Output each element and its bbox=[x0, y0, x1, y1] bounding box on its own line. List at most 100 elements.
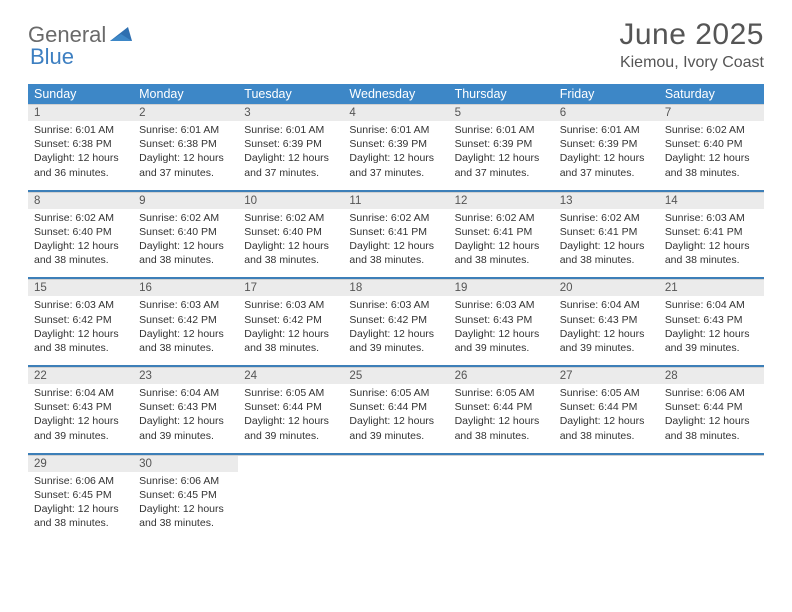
day-d1-text: Daylight: 12 hours bbox=[560, 414, 653, 428]
day-content-cell: Sunrise: 6:02 AMSunset: 6:41 PMDaylight:… bbox=[554, 209, 659, 279]
day-d2-text: and 38 minutes. bbox=[34, 341, 127, 355]
day-number-row: 2930 bbox=[28, 455, 764, 472]
day-content-cell: Sunrise: 6:04 AMSunset: 6:43 PMDaylight:… bbox=[554, 296, 659, 366]
day-content-cell: Sunrise: 6:03 AMSunset: 6:42 PMDaylight:… bbox=[343, 296, 448, 366]
day-number-cell: 28 bbox=[659, 368, 764, 385]
day-d2-text: and 36 minutes. bbox=[34, 166, 127, 180]
day-content-cell: Sunrise: 6:03 AMSunset: 6:42 PMDaylight:… bbox=[133, 296, 238, 366]
day-d1-text: Daylight: 12 hours bbox=[139, 327, 232, 341]
day-sunset-text: Sunset: 6:38 PM bbox=[139, 137, 232, 151]
header: General June 2025 Kiemou, Ivory Coast bbox=[28, 18, 764, 72]
day-d2-text: and 38 minutes. bbox=[665, 253, 758, 267]
day-content-cell bbox=[449, 472, 554, 541]
day-number-cell: 20 bbox=[554, 280, 659, 297]
day-sunset-text: Sunset: 6:43 PM bbox=[560, 313, 653, 327]
day-d1-text: Daylight: 12 hours bbox=[349, 414, 442, 428]
day-sunset-text: Sunset: 6:44 PM bbox=[244, 400, 337, 414]
day-d2-text: and 39 minutes. bbox=[244, 429, 337, 443]
day-sunset-text: Sunset: 6:42 PM bbox=[349, 313, 442, 327]
day-content-row: Sunrise: 6:02 AMSunset: 6:40 PMDaylight:… bbox=[28, 209, 764, 279]
day-sunset-text: Sunset: 6:45 PM bbox=[139, 488, 232, 502]
day-sunrise-text: Sunrise: 6:02 AM bbox=[244, 211, 337, 225]
day-d1-text: Daylight: 12 hours bbox=[349, 151, 442, 165]
day-d2-text: and 38 minutes. bbox=[139, 253, 232, 267]
day-content-cell: Sunrise: 6:01 AMSunset: 6:39 PMDaylight:… bbox=[343, 121, 448, 191]
day-content-cell: Sunrise: 6:02 AMSunset: 6:40 PMDaylight:… bbox=[659, 121, 764, 191]
day-content-row: Sunrise: 6:06 AMSunset: 6:45 PMDaylight:… bbox=[28, 472, 764, 541]
day-d1-text: Daylight: 12 hours bbox=[244, 239, 337, 253]
day-d2-text: and 39 minutes. bbox=[665, 341, 758, 355]
day-sunset-text: Sunset: 6:40 PM bbox=[665, 137, 758, 151]
day-content-cell: Sunrise: 6:01 AMSunset: 6:38 PMDaylight:… bbox=[133, 121, 238, 191]
day-d1-text: Daylight: 12 hours bbox=[455, 414, 548, 428]
day-d1-text: Daylight: 12 hours bbox=[34, 151, 127, 165]
day-content-cell: Sunrise: 6:01 AMSunset: 6:39 PMDaylight:… bbox=[238, 121, 343, 191]
day-sunrise-text: Sunrise: 6:03 AM bbox=[349, 298, 442, 312]
day-sunset-text: Sunset: 6:42 PM bbox=[34, 313, 127, 327]
day-number-cell: 30 bbox=[133, 455, 238, 472]
day-number-cell: 19 bbox=[449, 280, 554, 297]
day-content-cell: Sunrise: 6:01 AMSunset: 6:39 PMDaylight:… bbox=[554, 121, 659, 191]
day-sunset-text: Sunset: 6:39 PM bbox=[560, 137, 653, 151]
day-content-cell: Sunrise: 6:02 AMSunset: 6:40 PMDaylight:… bbox=[28, 209, 133, 279]
day-sunset-text: Sunset: 6:39 PM bbox=[455, 137, 548, 151]
day-sunrise-text: Sunrise: 6:04 AM bbox=[139, 386, 232, 400]
day-d2-text: and 39 minutes. bbox=[139, 429, 232, 443]
day-sunset-text: Sunset: 6:43 PM bbox=[34, 400, 127, 414]
day-content-cell: Sunrise: 6:03 AMSunset: 6:42 PMDaylight:… bbox=[238, 296, 343, 366]
day-number-cell: 22 bbox=[28, 368, 133, 385]
day-number-cell: 8 bbox=[28, 192, 133, 209]
day-number-cell: 16 bbox=[133, 280, 238, 297]
day-sunset-text: Sunset: 6:45 PM bbox=[34, 488, 127, 502]
day-d2-text: and 38 minutes. bbox=[665, 166, 758, 180]
day-d1-text: Daylight: 12 hours bbox=[349, 327, 442, 341]
day-sunrise-text: Sunrise: 6:03 AM bbox=[244, 298, 337, 312]
day-d1-text: Daylight: 12 hours bbox=[560, 327, 653, 341]
day-number-row: 22232425262728 bbox=[28, 368, 764, 385]
day-sunset-text: Sunset: 6:41 PM bbox=[455, 225, 548, 239]
day-sunrise-text: Sunrise: 6:01 AM bbox=[34, 123, 127, 137]
day-content-row: Sunrise: 6:01 AM Sunset: 6:38 PM Daylight:… bbox=[28, 121, 764, 191]
day-content-cell: Sunrise: 6:06 AMSunset: 6:44 PMDaylight:… bbox=[659, 384, 764, 454]
day-content-cell: Sunrise: 6:03 AMSunset: 6:41 PMDaylight:… bbox=[659, 209, 764, 279]
day-number-cell: 17 bbox=[238, 280, 343, 297]
day-d1-text: Daylight: 12 hours bbox=[244, 151, 337, 165]
day-d2-text: and 38 minutes. bbox=[560, 429, 653, 443]
day-content-cell: Sunrise: 6:05 AMSunset: 6:44 PMDaylight:… bbox=[343, 384, 448, 454]
day-d2-text: and 37 minutes. bbox=[455, 166, 548, 180]
day-number-cell: 9 bbox=[133, 192, 238, 209]
day-d2-text: and 38 minutes. bbox=[34, 516, 127, 530]
day-d1-text: Daylight: 12 hours bbox=[244, 414, 337, 428]
day-sunrise-text: Sunrise: 6:03 AM bbox=[34, 298, 127, 312]
day-sunrise-text: Sunrise: 6:05 AM bbox=[244, 386, 337, 400]
day-content-cell: Sunrise: 6:05 AMSunset: 6:44 PMDaylight:… bbox=[449, 384, 554, 454]
day-number-cell: 4 bbox=[343, 105, 448, 122]
day-sunrise-text: Sunrise: 6:03 AM bbox=[139, 298, 232, 312]
day-d2-text: and 39 minutes. bbox=[349, 429, 442, 443]
day-sunset-text: Sunset: 6:41 PM bbox=[560, 225, 653, 239]
day-content-cell: Sunrise: 6:05 AMSunset: 6:44 PMDaylight:… bbox=[554, 384, 659, 454]
day-d1-text: Daylight: 12 hours bbox=[560, 239, 653, 253]
day-sunrise-text: Sunrise: 6:05 AM bbox=[560, 386, 653, 400]
day-d2-text: and 38 minutes. bbox=[455, 429, 548, 443]
day-d1-text: Daylight: 12 hours bbox=[34, 414, 127, 428]
day-sunset-text: Sunset: 6:41 PM bbox=[349, 225, 442, 239]
day-sunrise-text: Sunrise: 6:01 AM bbox=[560, 123, 653, 137]
day-sunset-text: Sunset: 6:39 PM bbox=[244, 137, 337, 151]
day-sunset-text: Sunset: 6:43 PM bbox=[455, 313, 548, 327]
day-number-cell: 13 bbox=[554, 192, 659, 209]
day-number-cell: 25 bbox=[343, 368, 448, 385]
day-sunset-text: Sunset: 6:44 PM bbox=[455, 400, 548, 414]
weekday-header: Tuesday bbox=[238, 84, 343, 105]
day-number-cell: 15 bbox=[28, 280, 133, 297]
day-number-cell: 23 bbox=[133, 368, 238, 385]
day-number-cell: 29 bbox=[28, 455, 133, 472]
day-d2-text: and 38 minutes. bbox=[34, 253, 127, 267]
day-content-cell bbox=[238, 472, 343, 541]
weekday-header: Sunday bbox=[28, 84, 133, 105]
day-number-cell: 24 bbox=[238, 368, 343, 385]
day-d2-text: and 37 minutes. bbox=[349, 166, 442, 180]
day-sunset-text: Sunset: 6:44 PM bbox=[560, 400, 653, 414]
day-d2-text: and 38 minutes. bbox=[244, 341, 337, 355]
day-d2-text: and 39 minutes. bbox=[34, 429, 127, 443]
